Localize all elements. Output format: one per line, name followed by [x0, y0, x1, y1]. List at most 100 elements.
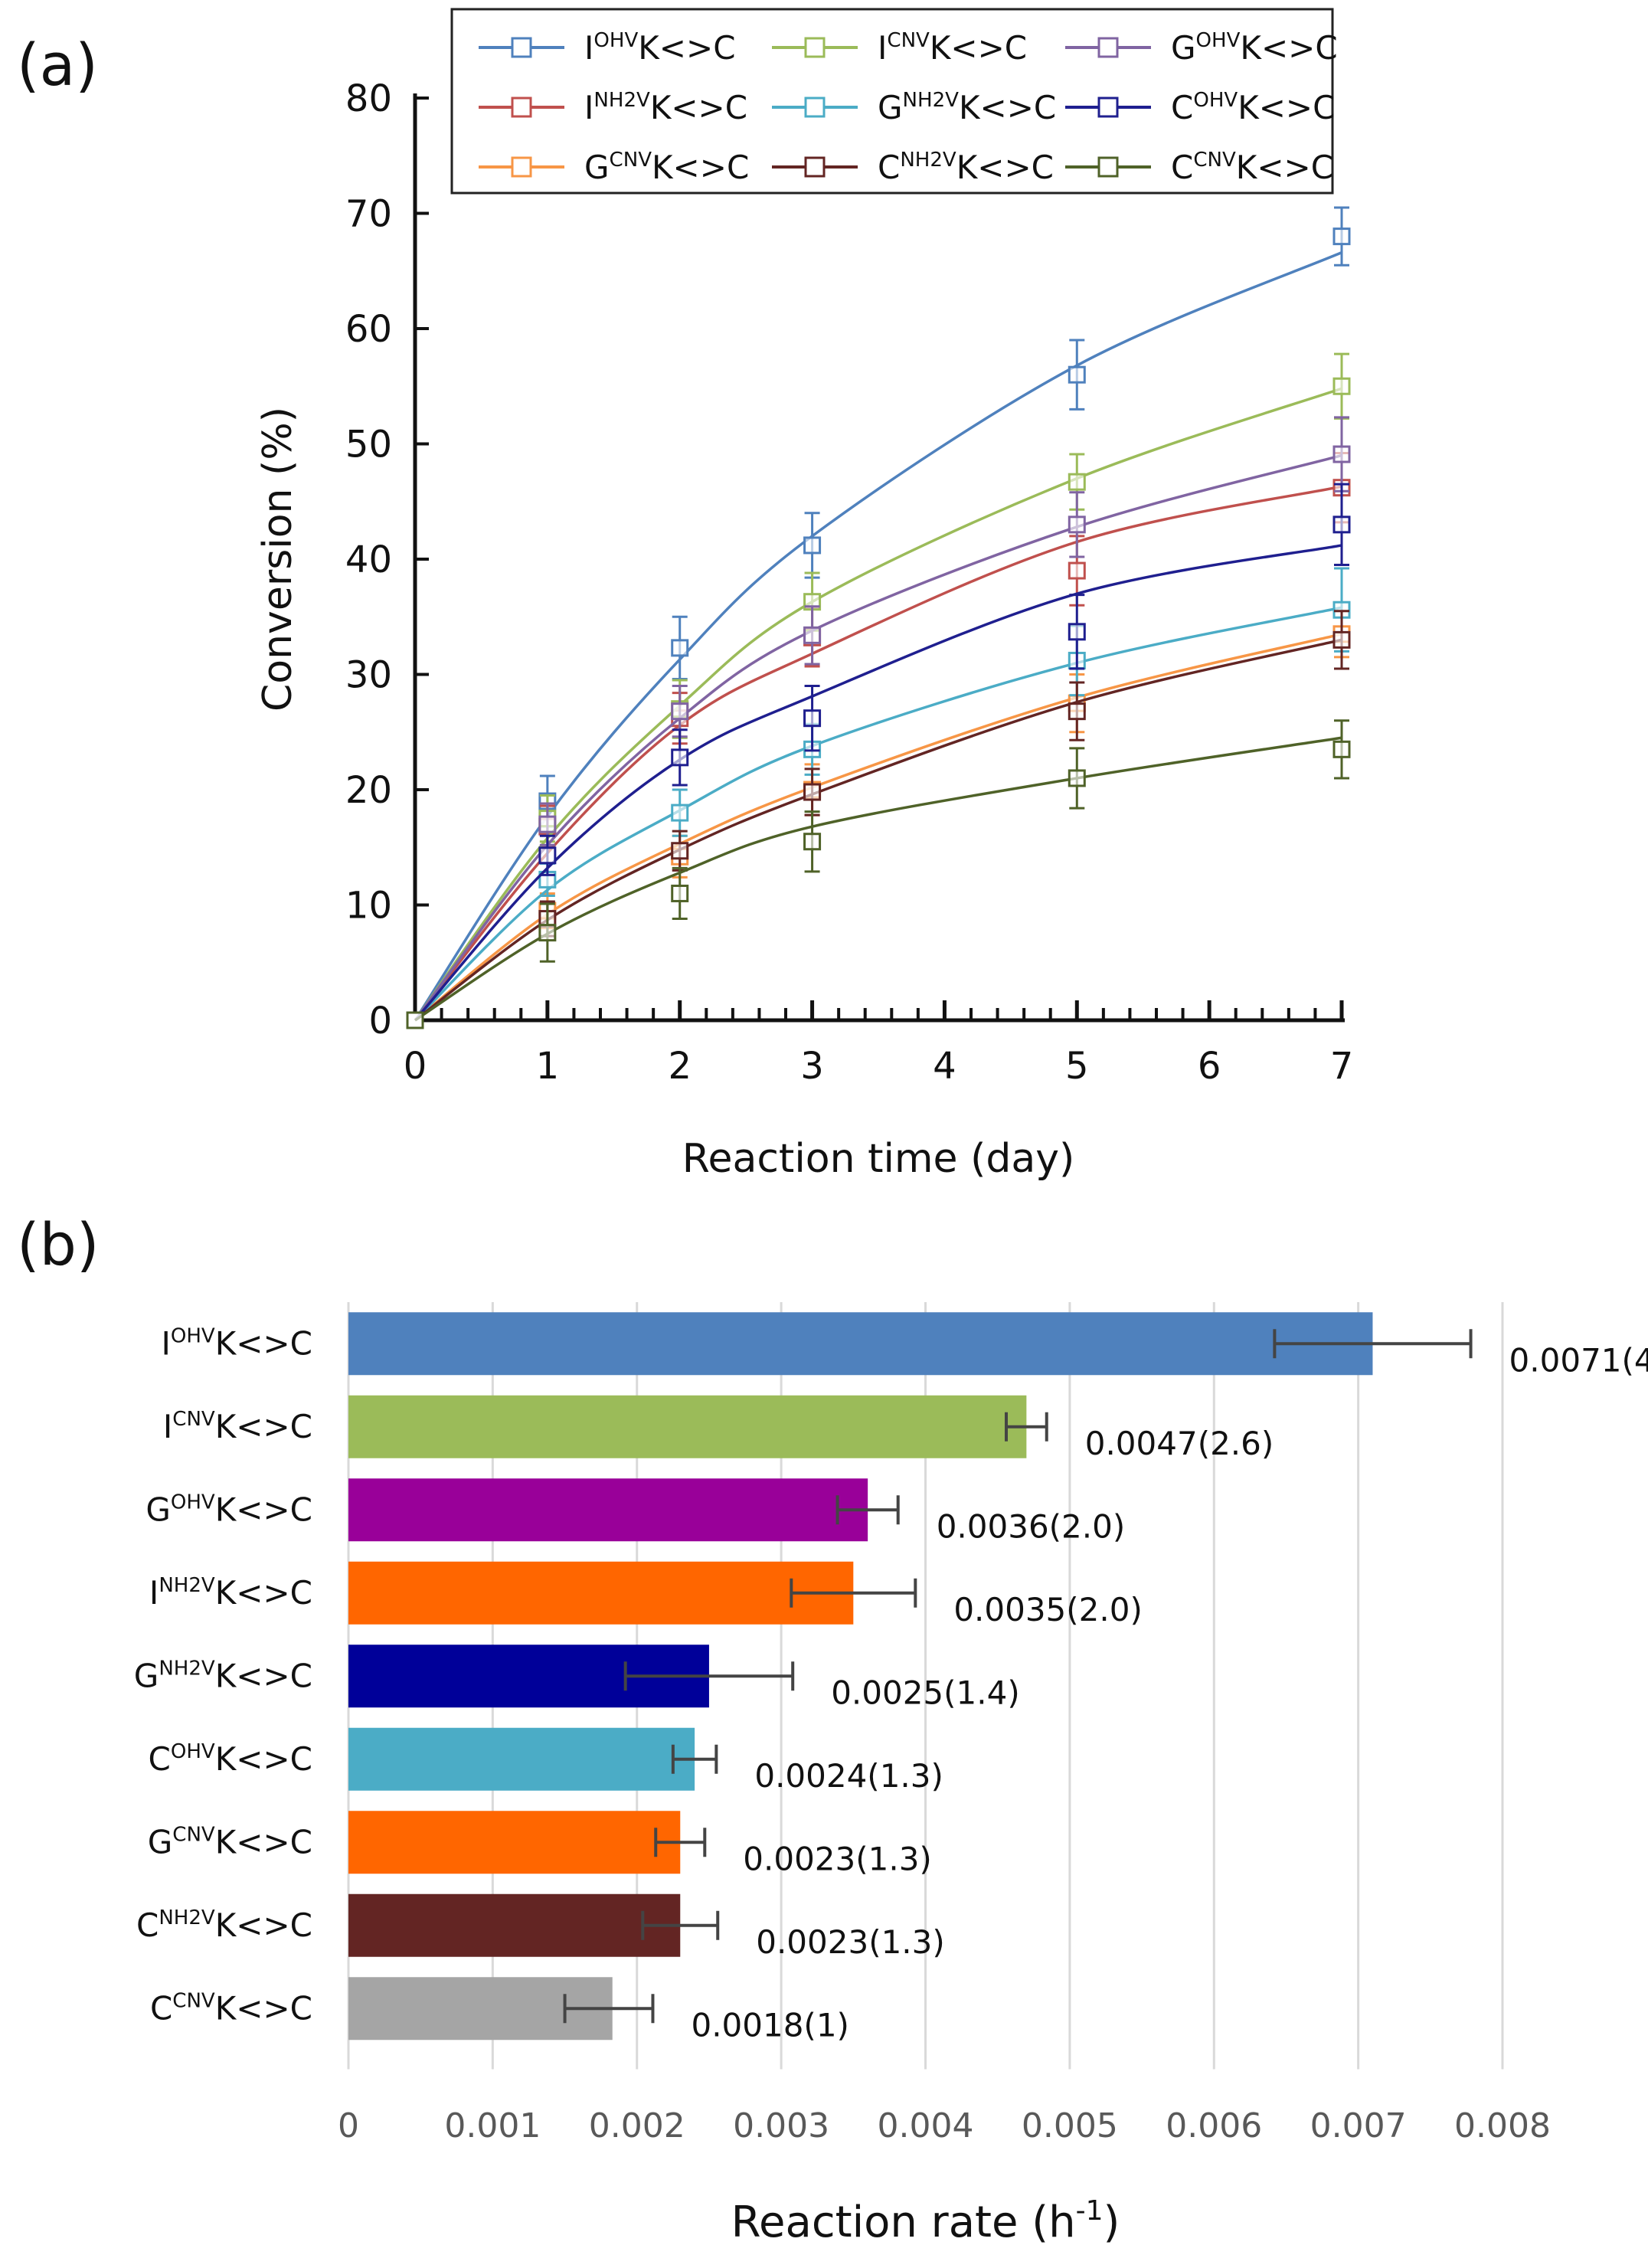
- data-point-marker: [803, 536, 822, 555]
- legend-swatch-marker: [1097, 156, 1119, 178]
- x-axis-title: Reaction rate (h-1): [731, 2195, 1120, 2247]
- data-point-marker: [1068, 702, 1086, 721]
- x-tick-label: 0.004: [878, 2106, 974, 2145]
- bar: [348, 1893, 681, 1957]
- x-tick-label: 0.006: [1166, 2106, 1262, 2145]
- bar-row-I-OHV: 0.0071(4.0) IOHVK<>C: [161, 1312, 1648, 1379]
- legend-swatch-marker: [511, 37, 532, 58]
- series-fit-line: [414, 251, 1342, 1021]
- data-label: 0.0047(2.6): [1085, 1425, 1274, 1462]
- data-point-marker: [538, 815, 557, 833]
- data-point-marker: [538, 924, 557, 942]
- x-tick-label: 7: [1330, 1045, 1354, 1088]
- y-tick-label: 50: [345, 424, 392, 466]
- category-label: INH2VK<>C: [149, 1574, 312, 1612]
- x-tick-label: 0: [338, 2106, 359, 2145]
- y-tick-label: 10: [345, 885, 392, 928]
- panel-b-label: (b): [17, 1210, 100, 1278]
- legend-label: COHVK<>C: [1171, 89, 1335, 126]
- data-point-marker: [1332, 445, 1351, 463]
- y-axis-title: Conversion (%): [255, 407, 301, 712]
- data-point-marker: [671, 884, 689, 902]
- series-fit-line: [414, 485, 1342, 1022]
- x-tick-label: 0.001: [444, 2106, 541, 2145]
- x-tick-label: 0.003: [733, 2106, 829, 2145]
- bar: [348, 1727, 695, 1791]
- x-tick-label: 0: [404, 1045, 427, 1088]
- x-tick-label: 0.005: [1022, 2106, 1118, 2145]
- legend-label: CCNVK<>C: [1171, 149, 1333, 186]
- data-label: 0.0018(1): [691, 2006, 849, 2044]
- legend-label: IOHVK<>C: [584, 29, 736, 67]
- category-label: CCNVK<>C: [150, 1989, 312, 2027]
- bar-row-C-OHV: 0.0024(1.3) COHVK<>C: [149, 1727, 943, 1795]
- data-point-marker: [671, 803, 689, 822]
- legend-label: GOHVK<>C: [1171, 29, 1338, 67]
- x-tick-label: 0.007: [1310, 2106, 1407, 2145]
- data-label: 0.0071(4.0): [1509, 1341, 1648, 1379]
- category-label: CNH2VK<>C: [136, 1906, 312, 1944]
- bar-row-I-CNV: 0.0047(2.6) ICNVK<>C: [163, 1395, 1274, 1462]
- data-point-marker: [538, 846, 557, 865]
- data-point-marker: [803, 709, 822, 728]
- data-point-marker: [406, 1011, 424, 1029]
- bar-row-G-OHV: 0.0036(2.0) GOHVK<>C: [146, 1478, 1125, 1545]
- y-tick-label: 80: [345, 77, 392, 120]
- category-label: GNH2VK<>C: [134, 1657, 312, 1694]
- series-fit-line: [414, 606, 1342, 1022]
- bar: [348, 1395, 1027, 1458]
- legend: IOHVK<>C ICNVK<>C GOHVK<>C INH2VK<>C GNH2VK<…: [450, 8, 1338, 195]
- x-tick-label: 0.002: [589, 2106, 685, 2145]
- legend-swatch-marker: [1097, 37, 1119, 58]
- x-tick-label: 4: [933, 1045, 956, 1088]
- series-fit-line: [414, 387, 1342, 1022]
- data-label: 0.0036(2.0): [937, 1507, 1126, 1545]
- x-axis-title: Reaction time (day): [682, 1136, 1075, 1182]
- y-tick-label: 60: [345, 308, 392, 351]
- bar: [348, 1561, 854, 1625]
- x-tick-label: 1: [536, 1045, 560, 1088]
- legend-label: ICNVK<>C: [878, 29, 1027, 67]
- data-point-marker: [1332, 515, 1351, 534]
- x-tick-label: 3: [800, 1045, 824, 1088]
- data-label: 0.0025(1.4): [831, 1674, 1020, 1711]
- series-I-NH2V: [406, 452, 1351, 1029]
- legend-label: GCNVK<>C: [584, 149, 749, 186]
- series-C-CNV: [406, 719, 1351, 1029]
- y-tick-label: 20: [345, 769, 392, 812]
- x-tick-label: 5: [1065, 1045, 1089, 1088]
- bar-row-G-NH2V: 0.0025(1.4) GNH2VK<>C: [134, 1645, 1020, 1711]
- bar-row-G-CNV: 0.0023(1.3) GCNVK<>C: [148, 1811, 932, 1877]
- data-point-marker: [671, 748, 689, 767]
- legend-swatch-marker: [804, 37, 826, 58]
- bar-chart-panel: 0 0.001 0.002 0.003 0.004 0.005 0.006 0.007 0.00…: [134, 1302, 1648, 2247]
- data-label: 0.0024(1.3): [754, 1757, 943, 1795]
- x-tick-label: 0.008: [1454, 2106, 1551, 2145]
- data-point-marker: [1332, 630, 1351, 649]
- category-label: IOHVK<>C: [161, 1324, 312, 1362]
- line-chart-panel: 0 10 20 30 40 50 60 70 80 0 1 2 3 4 5 6 7 Reaction time (…: [255, 8, 1354, 1182]
- category-label: GOHVK<>C: [146, 1491, 312, 1528]
- series-fit-line: [414, 453, 1342, 1022]
- legend-label: GNH2VK<>C: [878, 89, 1056, 126]
- data-point-marker: [671, 639, 689, 657]
- legend-label: CNH2VK<>C: [878, 149, 1054, 186]
- series-C-NH2V: [406, 610, 1351, 1029]
- data-label: 0.0023(1.3): [743, 1840, 932, 1877]
- data-point-marker: [1332, 377, 1351, 395]
- x-tick-label: 6: [1198, 1045, 1221, 1088]
- bar: [348, 1312, 1373, 1376]
- data-point-marker: [671, 842, 689, 860]
- panel-a-label: (a): [17, 31, 98, 99]
- legend-swatch-marker: [511, 97, 532, 118]
- data-point-marker: [1068, 561, 1086, 580]
- bar: [348, 1478, 868, 1542]
- legend-box: [450, 8, 1334, 195]
- data-label: 0.0035(2.0): [953, 1591, 1143, 1628]
- series-fit-line: [414, 544, 1342, 1022]
- legend-label: INH2VK<>C: [584, 89, 747, 126]
- y-tick-label: 70: [345, 193, 392, 236]
- series-G-OHV: [406, 416, 1351, 1029]
- data-point-marker: [1068, 769, 1086, 787]
- data-point-marker: [803, 626, 822, 644]
